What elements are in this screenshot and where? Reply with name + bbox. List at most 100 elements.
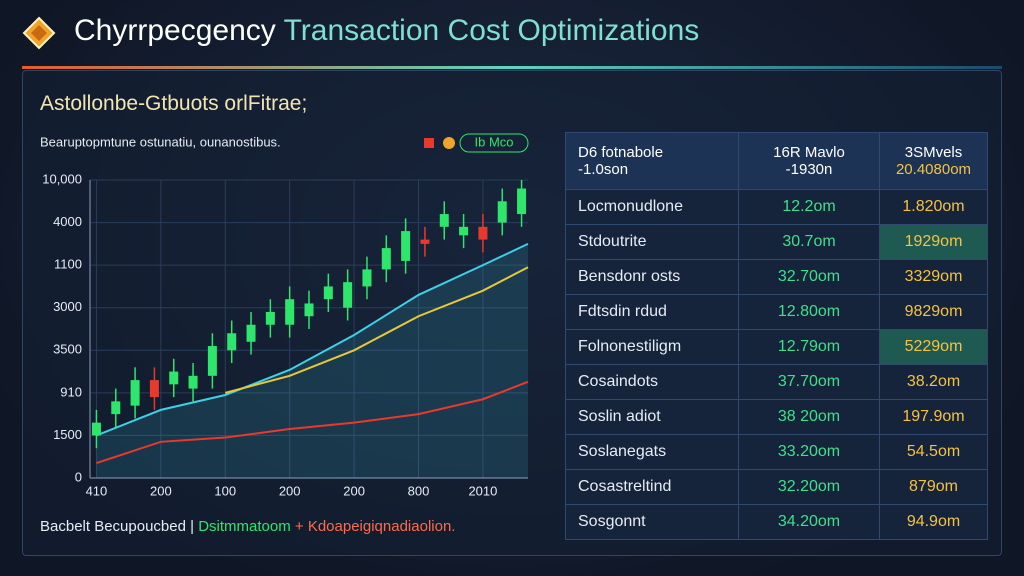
header-text: -1930n [785, 161, 833, 178]
footer-text: Kdoapeigiqnadiaolion. [307, 518, 456, 535]
y-tick-label: 10,000 [42, 171, 82, 186]
x-tick-label: 800 [408, 483, 430, 498]
table-row: Stdoutrite 30.7om 1929om [565, 224, 988, 260]
candle-body [188, 375, 198, 389]
candle-body [169, 371, 179, 385]
table-cell: 5229om [879, 329, 988, 365]
header-text: 20.4080om [895, 161, 972, 178]
x-tick-label: 200 [279, 483, 301, 498]
candle-body [381, 248, 391, 270]
table-cell: 38 20om [738, 399, 880, 435]
header-text: 3SMvels [904, 144, 963, 161]
table-cell: 879om [879, 469, 988, 505]
y-tick-label: 910 [60, 384, 82, 399]
header-text: -1.0son [578, 161, 629, 178]
page-title: Chyrrpecgency Transaction Cost Optimizat… [74, 14, 699, 48]
header-cell: 16R Mavlo -1930n [738, 132, 880, 190]
table-cell: 12.80om [738, 294, 880, 330]
footer: Bacbelt Becupoucbed | Dsitmmatoom + Kdoa… [40, 518, 455, 535]
candle-body [265, 311, 275, 325]
legend-swatch [424, 138, 434, 148]
panel-title: Astollonbe-Gtbuots orlFitrae; [40, 92, 308, 115]
table-row: Bensdonr osts 32.70om 3329om [565, 259, 988, 295]
table-cell: Folnonestiligm [565, 329, 739, 365]
table-cell: Stdoutrite [565, 224, 739, 260]
candle-body [207, 346, 217, 376]
table-cell: 33.20om [738, 434, 880, 470]
candle-body [497, 201, 507, 223]
table-cell: 3329om [879, 259, 988, 295]
area-fill [96, 243, 529, 478]
y-tick-label: 0 [75, 469, 82, 484]
table-cell: 12.2om [738, 189, 880, 225]
logo [22, 16, 56, 50]
table-header-row: D6 fotnabole -1.0son 16R Mavlo -1930n 3SMvel… [565, 132, 988, 190]
chart-subtitle: Bearuptopmtune ostunatiu, ounanostibus. [40, 134, 281, 149]
header-cell: 3SMvels 20.4080om [879, 132, 988, 190]
x-tick-label: 200 [150, 483, 172, 498]
y-tick-label: 3500 [53, 342, 82, 357]
table-cell: Bensdonr osts [565, 259, 739, 295]
table-cell: Locmonudlone [565, 189, 739, 225]
badge-text: Ib Mco [474, 134, 513, 149]
table-row: Sosgonnt 34.20om 94.9om [565, 504, 988, 540]
data-table: D6 fotnabole -1.0son 16R Mavlo -1930n 3SMvel… [565, 132, 988, 540]
table-cell: 34.20om [738, 504, 880, 540]
y-tick-label: 1100 [54, 257, 82, 272]
table-cell: Fdtsdin rdud [565, 294, 739, 330]
table-cell: 197.9om [879, 399, 988, 435]
table-row: Locmonudlone 12.2om 1.820om [565, 189, 988, 225]
table-cell: Soslin adiot [565, 399, 739, 435]
line-series [96, 242, 529, 437]
table-cell: 37.70om [738, 364, 880, 400]
candle-body [111, 401, 121, 415]
candle-body [149, 380, 159, 398]
candle-body [517, 188, 527, 215]
candle-body [285, 299, 295, 325]
legend-swatch [443, 137, 455, 149]
header-cell: D6 fotnabole -1.0son [565, 132, 739, 190]
table-cell: 54.5om [879, 434, 988, 470]
candle-body [91, 422, 101, 436]
table-row: Cosaindots 37.70om 38.2om [565, 364, 988, 400]
table-row: Fdtsdin rdud 12.80om 9829om [565, 294, 988, 330]
x-tick-label: 200 [343, 483, 365, 498]
footer-text: Bacbelt Becupoucbed [40, 518, 186, 535]
y-tick-label: 4000 [53, 214, 82, 229]
header-text: 16R Mavlo [773, 144, 845, 161]
table-cell: 12.79om [738, 329, 880, 365]
table-row: Cosastreltind 32.20om 879om [565, 469, 988, 505]
candle-body [459, 226, 469, 236]
table-cell: Cosaindots [565, 364, 739, 400]
line-series [225, 266, 529, 394]
candle-body [439, 214, 449, 227]
footer-sep: | [190, 518, 195, 535]
table-cell: 32.20om [738, 469, 880, 505]
title-part: Transaction Cost Optimizations [283, 14, 700, 47]
table-row: Folnonestiligm 12.79om 5229om [565, 329, 988, 365]
x-tick-label: 2010 [468, 483, 497, 498]
table-cell: 94.9om [879, 504, 988, 540]
candle-body [246, 324, 256, 342]
table-cell: 32.70om [738, 259, 880, 295]
table-cell: Cosastreltind [565, 469, 739, 505]
x-tick-label: 100 [214, 483, 236, 498]
table-cell: 30.7om [738, 224, 880, 260]
divider [22, 66, 1002, 69]
candle-body [343, 282, 353, 308]
table-cell: 9829om [879, 294, 988, 330]
table-cell: 1.820om [879, 189, 988, 225]
footer-text: Dsitmmatoom [198, 518, 291, 535]
header-text: D6 fotnabole [578, 144, 664, 161]
footer-sep: + [294, 518, 304, 535]
table-row: Soslanegats 33.20om 54.5om [565, 434, 988, 470]
line-series [96, 380, 529, 465]
x-tick-label: 410 [86, 483, 108, 498]
y-tick-label: 3000 [53, 299, 82, 314]
badge [459, 133, 529, 153]
table-row: Soslin adiot 38 20om 197.9om [565, 399, 988, 435]
table-cell: Soslanegats [565, 434, 739, 470]
y-tick-label: 1500 [53, 427, 82, 442]
candle-body [130, 380, 140, 406]
